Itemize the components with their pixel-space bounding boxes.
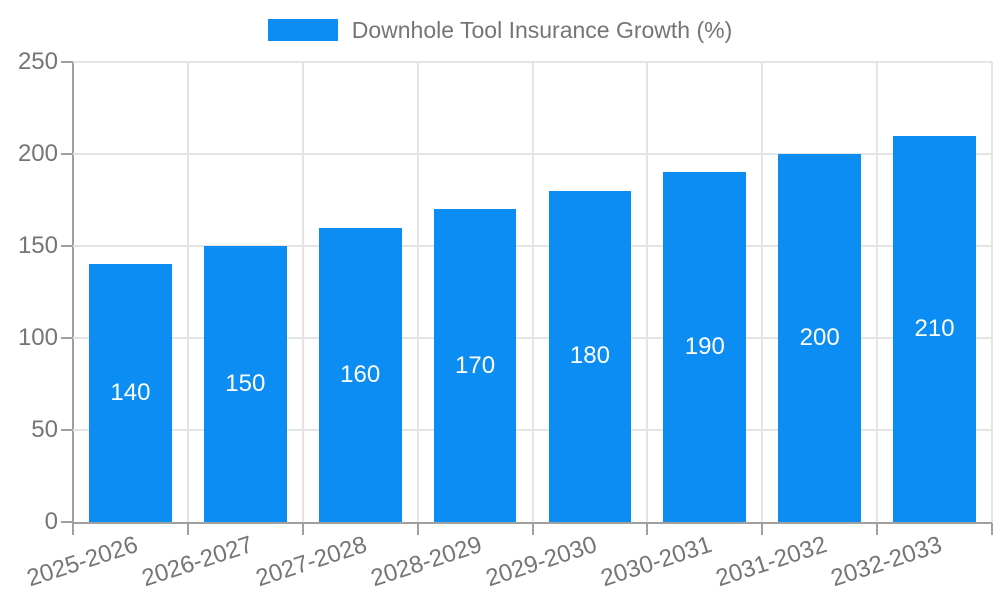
x-gridline bbox=[761, 62, 764, 522]
y-tick-label: 250 bbox=[17, 48, 58, 75]
bar-2029-2030 bbox=[548, 190, 632, 522]
bar-value-label: 160 bbox=[340, 360, 381, 388]
x-gridline bbox=[991, 62, 993, 522]
x-axis-tick bbox=[876, 523, 879, 535]
bar-2030-2031 bbox=[663, 172, 747, 522]
y-tick-label: 150 bbox=[17, 232, 58, 259]
bar-value-label: 140 bbox=[110, 379, 151, 407]
legend-label: Downhole Tool Insurance Growth (%) bbox=[351, 17, 733, 43]
x-tick-label: 2029-2030 bbox=[482, 531, 601, 593]
bar-2025-2026 bbox=[89, 264, 172, 522]
bar-value-label: 150 bbox=[225, 370, 266, 397]
x-tick-label: 2025-2026 bbox=[23, 531, 141, 593]
legend-item[interactable]: Downhole Tool Insurance Growth (%) bbox=[0, 16, 1000, 44]
x-gridline bbox=[416, 62, 419, 522]
x-axis-tick bbox=[761, 523, 764, 535]
bar-value-label: 190 bbox=[684, 333, 725, 361]
x-tick-label: 2027-2028 bbox=[253, 531, 371, 593]
y-axis-line bbox=[72, 62, 74, 524]
x-gridline bbox=[301, 62, 304, 522]
y-axis-tick bbox=[61, 521, 73, 523]
bar-value-label: 180 bbox=[569, 342, 610, 370]
bar-2031-2032 bbox=[778, 154, 862, 522]
x-gridline bbox=[186, 62, 189, 522]
x-axis-tick bbox=[301, 523, 304, 535]
y-tick-label: 200 bbox=[17, 140, 58, 167]
x-axis-tick bbox=[646, 523, 649, 535]
x-tick-label: 2028-2029 bbox=[367, 531, 486, 593]
y-axis-tick bbox=[61, 337, 73, 339]
bar-2026-2027 bbox=[203, 246, 287, 522]
bar-2028-2029 bbox=[433, 209, 517, 522]
x-axis-tick bbox=[186, 523, 189, 535]
x-axis-tick bbox=[531, 523, 534, 535]
x-tick-label: 2031-2032 bbox=[712, 531, 831, 593]
x-axis-tick bbox=[72, 523, 74, 535]
x-tick-label: 2030-2031 bbox=[597, 531, 716, 593]
x-axis-tick bbox=[991, 523, 993, 535]
bar-value-label: 210 bbox=[914, 314, 955, 342]
y-axis-tick bbox=[61, 61, 73, 63]
x-tick-label: 2026-2027 bbox=[138, 531, 256, 593]
bar-2032-2033 bbox=[893, 135, 976, 522]
bar-2027-2028 bbox=[318, 227, 402, 522]
bar-value-label: 200 bbox=[799, 324, 840, 351]
x-axis-line bbox=[72, 522, 992, 524]
bar-value-label: 170 bbox=[455, 351, 496, 379]
y-axis-tick bbox=[61, 429, 73, 431]
x-gridline bbox=[876, 62, 879, 522]
y-axis-tick bbox=[61, 245, 73, 247]
x-tick-label: 2032-2033 bbox=[827, 531, 945, 593]
x-axis-tick bbox=[416, 523, 419, 535]
x-gridline bbox=[646, 62, 649, 522]
y-tick-label: 100 bbox=[17, 324, 58, 351]
y-axis-tick bbox=[61, 153, 73, 155]
y-tick-label: 50 bbox=[31, 416, 58, 443]
legend-swatch bbox=[267, 19, 338, 41]
x-gridline bbox=[531, 62, 534, 522]
y-tick-label: 0 bbox=[44, 508, 58, 535]
